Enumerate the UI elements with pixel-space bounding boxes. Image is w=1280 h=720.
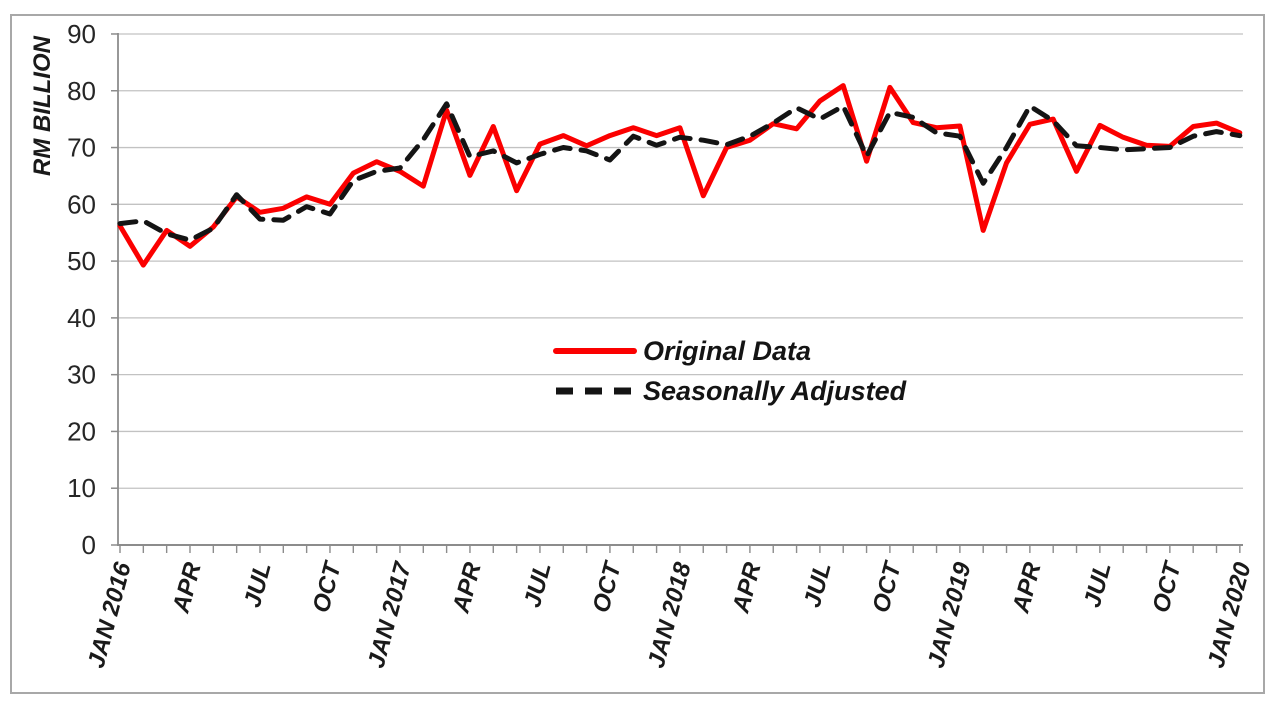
series-lines-group bbox=[117, 83, 1243, 268]
y-tick-label-70: 70 bbox=[67, 133, 96, 163]
seasonally-adjusted-line bbox=[117, 101, 1243, 243]
y-tick-label-20: 20 bbox=[67, 416, 96, 446]
legend-label-original-data: Original Data bbox=[643, 336, 811, 366]
gridlines-group bbox=[118, 33, 1243, 489]
legend-item-original-data: Original Data bbox=[553, 336, 811, 366]
original-data-line bbox=[117, 83, 1243, 268]
y-axis-tick-labels: 0 10 20 30 40 50 60 70 80 90 bbox=[67, 19, 96, 560]
y-tick-label-0: 0 bbox=[82, 530, 96, 560]
y-tick-label-50: 50 bbox=[67, 246, 96, 276]
legend-item-seasonally-adjusted: Seasonally Adjusted bbox=[556, 376, 907, 406]
y-tick-label-80: 80 bbox=[67, 76, 96, 106]
y-tick-label-40: 40 bbox=[67, 303, 96, 333]
axes-group bbox=[111, 33, 1243, 553]
y-tick-label-10: 10 bbox=[67, 473, 96, 503]
y-tick-label-60: 60 bbox=[67, 189, 96, 219]
legend-label-seasonally-adjusted: Seasonally Adjusted bbox=[643, 376, 907, 406]
y-tick-label-90: 90 bbox=[67, 19, 96, 49]
y-tick-label-30: 30 bbox=[67, 360, 96, 390]
y-axis-title: RM BILLION bbox=[29, 35, 56, 176]
legend: Original Data Seasonally Adjusted bbox=[553, 336, 907, 406]
